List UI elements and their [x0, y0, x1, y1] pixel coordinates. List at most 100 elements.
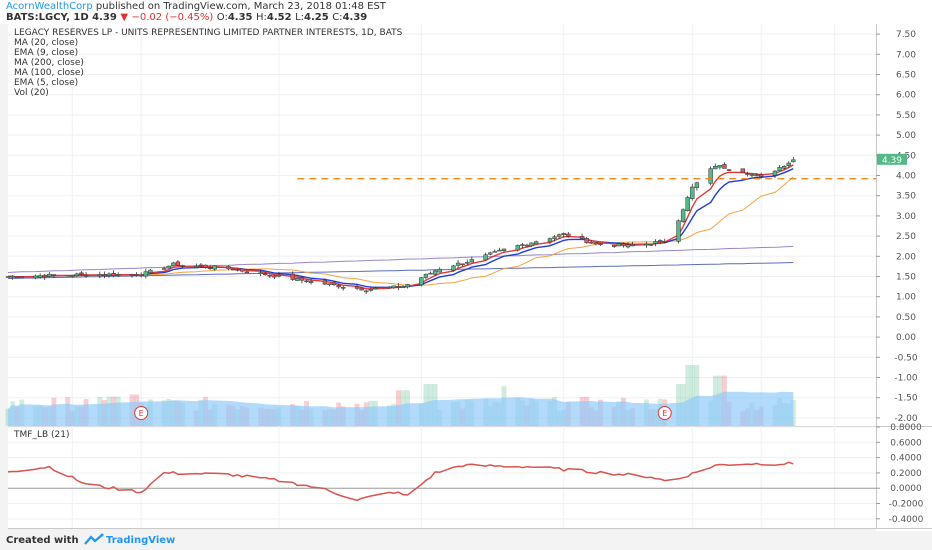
tmf-tick-label: -0.4000: [889, 515, 924, 525]
candle-body: [373, 287, 378, 290]
candle-body: [10, 275, 15, 278]
price-tick-label: 6.00: [896, 91, 916, 101]
candle-body: [47, 273, 52, 277]
candle: [70, 275, 75, 278]
candle: [5, 276, 11, 278]
candle-body: [276, 274, 282, 277]
ema5-line: [7, 164, 794, 290]
legend-ema5[interactable]: EMA (5, close): [14, 78, 78, 88]
candle-body: [492, 251, 497, 253]
candle: [740, 168, 745, 174]
candle: [207, 264, 213, 270]
candle-body: [97, 274, 103, 277]
candle-body: [515, 245, 520, 251]
candle-body: [501, 248, 507, 251]
candle: [116, 272, 121, 278]
candle: [97, 271, 103, 279]
candle-body: [428, 272, 433, 275]
candle-body: [65, 275, 70, 277]
candle-body: [589, 241, 594, 244]
volume-ma: [8, 391, 794, 426]
candle-body: [772, 170, 778, 176]
candle: [552, 235, 557, 242]
legend-ma20[interactable]: MA (20, close): [14, 38, 78, 48]
legend-ema9[interactable]: EMA (9, close): [14, 48, 78, 58]
chart-canvas[interactable]: EE 7.507.006.506.005.505.004.504.003.503…: [0, 24, 932, 531]
price-tick-label: 3.50: [896, 192, 916, 202]
candle-body: [33, 275, 38, 279]
candle: [235, 267, 240, 272]
candle-body: [460, 263, 465, 266]
candle-body: [83, 274, 89, 277]
earnings-label: E: [139, 409, 144, 418]
last-price-badge: 4.39: [877, 153, 907, 166]
candle-body: [166, 265, 171, 269]
candle-body: [79, 272, 84, 275]
candle: [598, 243, 603, 246]
candle-body: [497, 249, 502, 252]
candle-body: [295, 277, 300, 281]
moving-averages: [7, 164, 794, 290]
candle-body: [341, 287, 346, 289]
candle: [79, 271, 84, 276]
candle: [230, 268, 236, 271]
published-text: published on TradingView.com, March 23, …: [92, 1, 386, 12]
legend-ma200[interactable]: MA (200, close): [14, 58, 84, 68]
candle: [331, 280, 337, 286]
candle: [547, 237, 553, 245]
candle: [400, 285, 406, 289]
candle-body: [235, 269, 240, 271]
candle-body: [722, 164, 727, 169]
candle-body: [258, 272, 263, 274]
candle: [180, 264, 185, 269]
candle: [148, 268, 153, 275]
candle-body: [524, 244, 530, 247]
author-link[interactable]: AcornWealthCorp: [6, 1, 93, 12]
candle: [772, 170, 778, 179]
candle-body: [488, 252, 493, 255]
candle-body: [106, 273, 112, 276]
candle: [561, 232, 566, 238]
legend-vol[interactable]: Vol (20): [14, 88, 49, 98]
candle: [396, 283, 401, 291]
candle: [212, 265, 217, 271]
price-tick-label: 0.00: [896, 333, 916, 343]
candle: [662, 238, 667, 244]
publish-line: AcornWealthCorp published on TradingView…: [6, 1, 386, 12]
candle: [295, 277, 300, 281]
candle: [612, 244, 617, 248]
ohlc-low: L:4.25: [295, 12, 329, 23]
candle: [437, 267, 442, 273]
candle: [166, 265, 171, 269]
candle-body: [625, 244, 631, 248]
tradingview-brand[interactable]: TradingView: [106, 535, 176, 546]
candle: [74, 272, 80, 278]
candle: [15, 276, 20, 279]
tmf-tick-label: -0.2000: [889, 500, 924, 510]
candle: [690, 183, 695, 201]
candle-body: [791, 159, 796, 163]
candle-body: [139, 274, 144, 277]
candle: [488, 251, 493, 256]
candle: [143, 268, 148, 279]
candle: [428, 271, 433, 275]
candle: [621, 242, 626, 248]
price-tick-label: 2.00: [896, 252, 916, 262]
tmf-indicator: [7, 461, 876, 502]
candle: [327, 283, 332, 287]
candle: [680, 208, 686, 223]
legend-ma100[interactable]: MA (100, close): [14, 68, 84, 78]
candle: [492, 249, 497, 253]
tmf-pane: [8, 427, 876, 528]
candle: [299, 275, 305, 284]
tmf-tick-label: 0.2000: [890, 469, 922, 479]
candle-body: [263, 273, 268, 276]
candle: [51, 274, 57, 278]
candle: [194, 263, 199, 268]
candle: [465, 259, 470, 266]
candle-body: [621, 243, 626, 247]
candle-body: [529, 242, 534, 247]
legend-tmf[interactable]: TMF_LB (21): [13, 430, 69, 440]
candle: [37, 273, 43, 279]
candle: [42, 273, 47, 280]
